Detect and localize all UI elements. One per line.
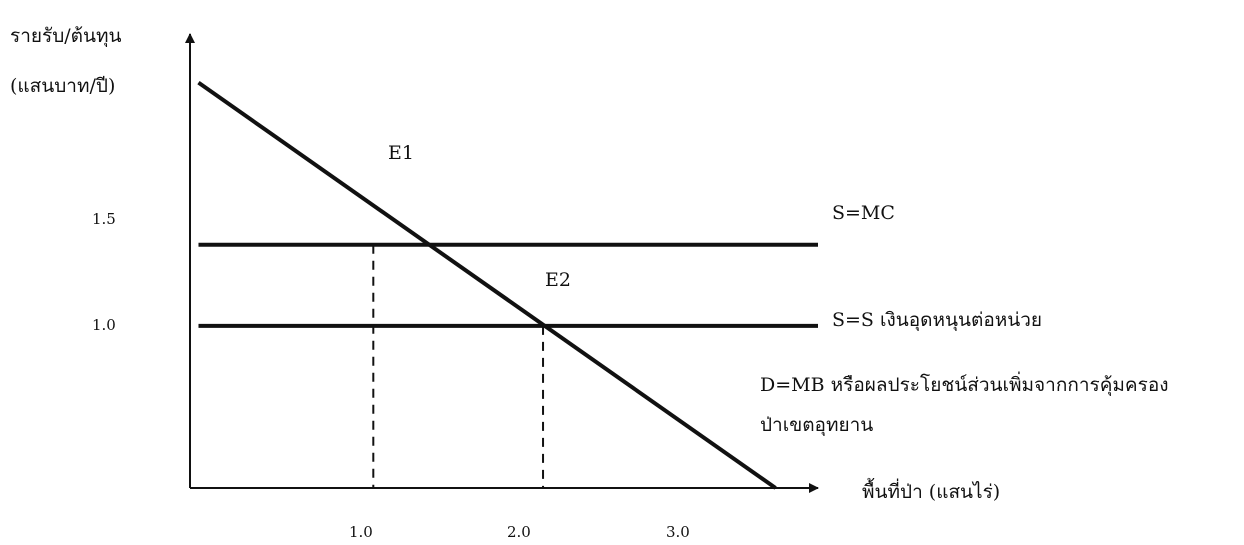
series-label-demand-line-1: D=MB หรือผลประโยชน์ส่วนเพิ่มจากการคุ้มคร…: [760, 371, 1169, 397]
series-label-demand-line-2: ป่าเขตอุทยาน: [760, 414, 873, 437]
y-axis-label-line-1: รายรับ/ต้นทุน: [10, 25, 122, 48]
point-label-e1: E1: [388, 142, 414, 164]
y-axis-label-line-2: (แสนบาท/ปี): [10, 75, 115, 97]
x-axis-label: พื้นที่ป่า (แสนไร่): [862, 478, 1000, 503]
series-label-subsidy: S=S เงินอุดหนุนต่อหน่วย: [832, 309, 1042, 332]
demand-line-mb: [197, 81, 777, 490]
point-label-e2: E2: [545, 269, 571, 291]
y-tick-label: 1.5: [92, 210, 116, 228]
x-tick-label: 1.0: [349, 523, 373, 541]
y-tick-label: 1.0: [92, 316, 116, 334]
x-tick-label: 2.0: [507, 523, 531, 541]
series-label-mc: S=MC: [832, 202, 895, 224]
x-tick-label: 3.0: [666, 523, 690, 541]
